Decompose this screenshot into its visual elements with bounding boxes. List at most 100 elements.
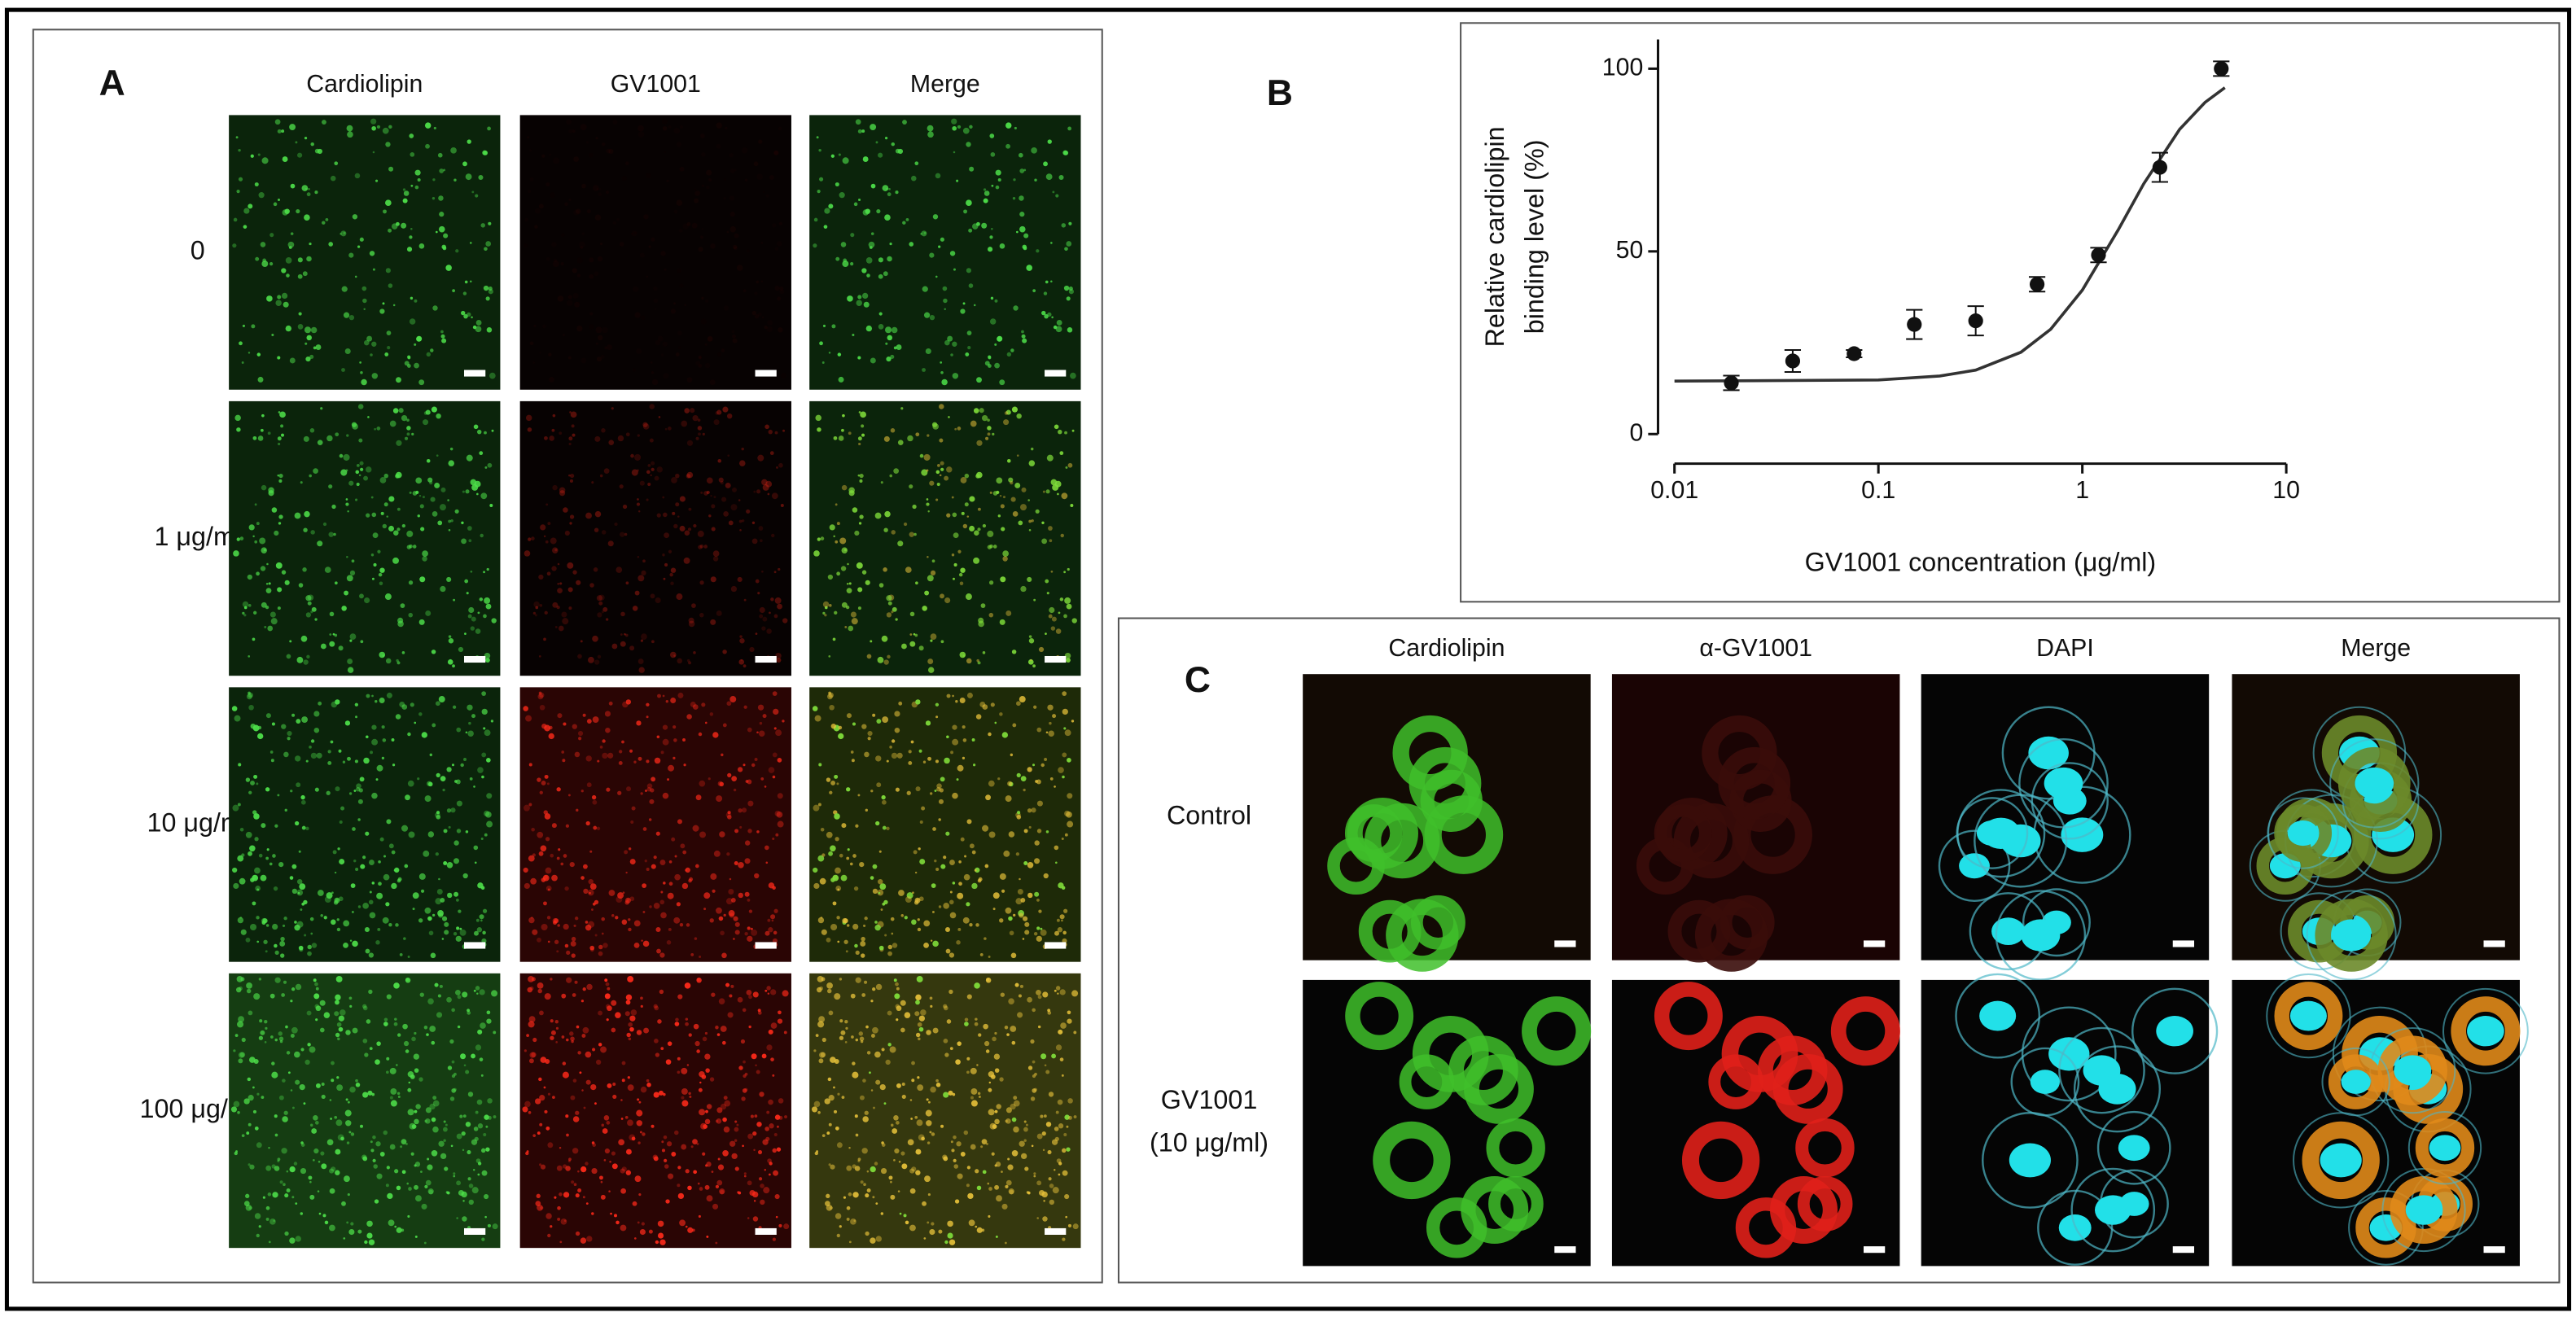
spot [1064, 247, 1068, 252]
spot [1067, 820, 1074, 828]
spot [1041, 521, 1045, 524]
spot [233, 1049, 236, 1052]
spot [596, 826, 601, 830]
spot [631, 806, 636, 811]
spot [855, 1133, 859, 1137]
spot [935, 173, 941, 179]
spot [538, 692, 545, 698]
spot [397, 617, 404, 623]
spot [1058, 1029, 1063, 1035]
spot [718, 477, 724, 483]
spot [1031, 147, 1037, 154]
spot [885, 1059, 891, 1065]
spot [693, 1023, 699, 1030]
spot [952, 125, 957, 131]
spot [326, 790, 331, 795]
spot [537, 777, 541, 782]
spot [407, 780, 414, 787]
spot [473, 424, 479, 430]
spot [935, 1083, 941, 1087]
spot [661, 1149, 666, 1153]
spot [674, 855, 677, 858]
spot [1045, 579, 1049, 584]
spot [872, 888, 878, 894]
spot [747, 926, 751, 930]
spot [1028, 825, 1032, 829]
spot [915, 1032, 921, 1038]
spot [1040, 1114, 1044, 1118]
scale-bar [1554, 940, 1576, 947]
spot [447, 892, 453, 899]
spot [285, 257, 292, 264]
spot [477, 882, 484, 889]
spot [895, 190, 899, 195]
spot [695, 361, 700, 365]
spot [410, 228, 413, 230]
data-point [1968, 313, 1983, 329]
spot [1036, 800, 1043, 807]
spot [629, 1026, 634, 1032]
spot [1062, 150, 1068, 155]
spot [483, 285, 489, 291]
spot [738, 1191, 742, 1195]
spot [876, 209, 881, 214]
spot [663, 373, 668, 378]
spot [380, 511, 384, 515]
spot [596, 357, 602, 362]
panel-b-frame [1460, 22, 2561, 603]
spot [462, 1149, 465, 1152]
spot [393, 530, 399, 536]
spot [307, 944, 312, 950]
spot [550, 1019, 554, 1023]
micrograph [229, 973, 501, 1249]
spot [544, 993, 551, 1000]
spot [322, 221, 326, 225]
spot [1021, 487, 1027, 492]
spot [1036, 935, 1042, 942]
spot [291, 1026, 298, 1034]
spot [1043, 1200, 1045, 1202]
spot [851, 618, 858, 625]
spot [410, 184, 414, 187]
spot [757, 454, 764, 462]
spot [432, 178, 436, 182]
spot [458, 909, 462, 913]
spot [314, 1121, 319, 1125]
spot [870, 1034, 875, 1038]
spot [531, 536, 535, 540]
spot [475, 320, 482, 326]
spot [839, 978, 843, 981]
spot [277, 474, 280, 477]
spot [570, 941, 576, 947]
spot [538, 851, 544, 856]
spot [483, 571, 485, 574]
spot [388, 843, 394, 849]
spot [1026, 265, 1033, 271]
spot [362, 1005, 368, 1011]
spot [616, 567, 623, 573]
spot [523, 804, 530, 812]
spot [773, 1133, 778, 1137]
spot [819, 341, 823, 346]
spot [1005, 1118, 1011, 1124]
spot [921, 469, 928, 476]
spot [537, 694, 544, 700]
spot [852, 722, 856, 726]
spot [395, 714, 401, 720]
spot [476, 927, 483, 933]
spot [346, 125, 353, 132]
spot [557, 713, 563, 719]
spot [612, 1094, 617, 1100]
spot [616, 218, 620, 221]
spot [1067, 1018, 1072, 1024]
spot [705, 1109, 708, 1114]
spot [424, 122, 432, 129]
spot [256, 522, 260, 526]
spot [915, 1170, 921, 1175]
spot [257, 376, 264, 383]
spot [839, 537, 847, 545]
spot [957, 1173, 963, 1179]
spot [952, 694, 954, 698]
spot [1066, 603, 1072, 610]
spot [348, 792, 353, 795]
